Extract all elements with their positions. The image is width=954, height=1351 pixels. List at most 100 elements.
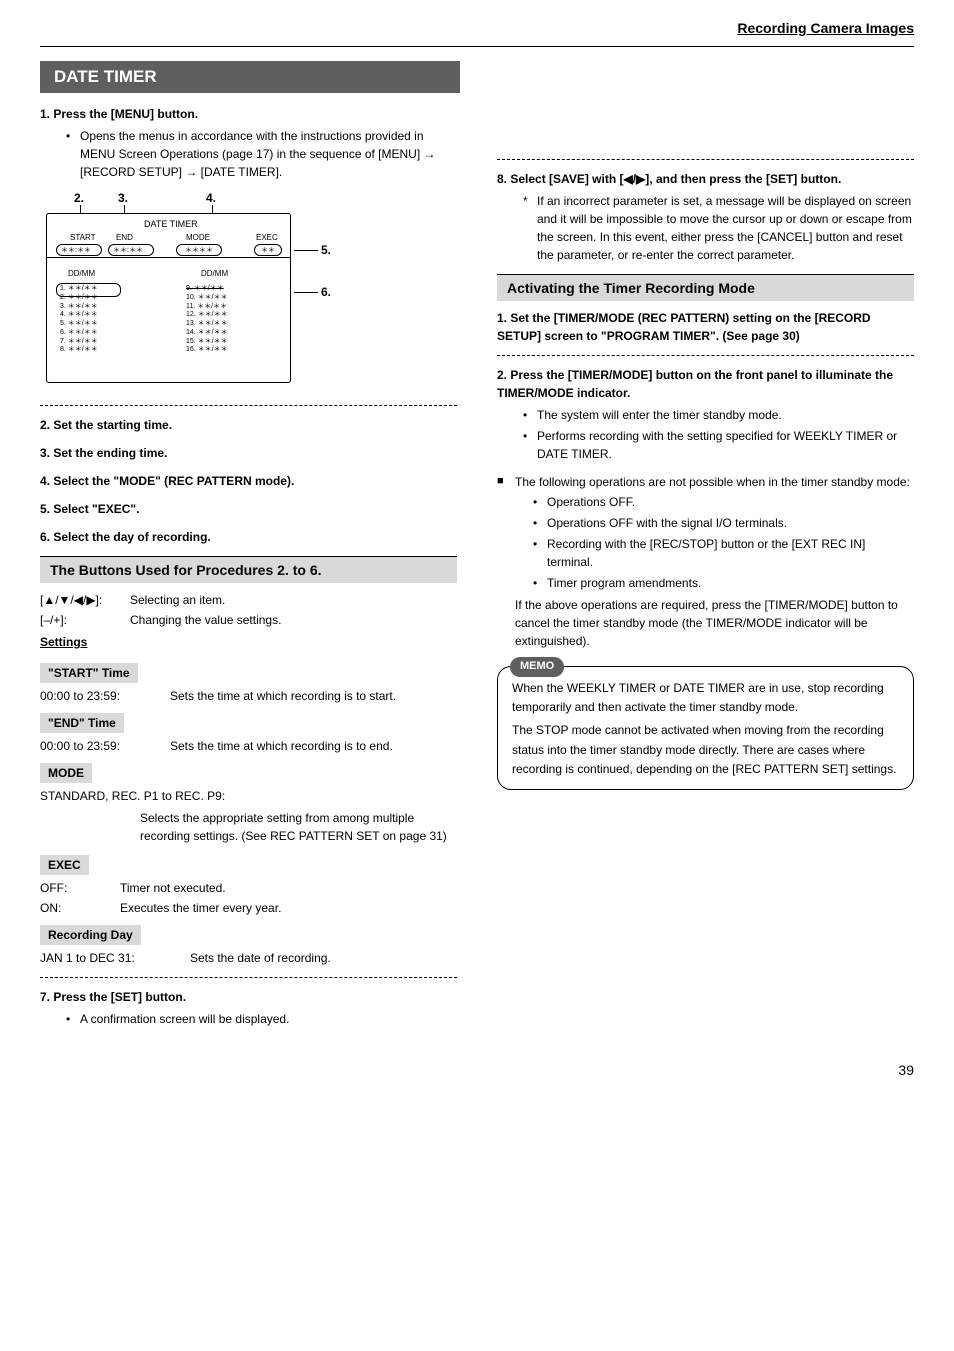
- left-column: 1. Press the [MENU] button. Opens the me…: [40, 105, 457, 1038]
- pill-start: ＊＊:＊＊: [56, 244, 102, 256]
- step-num: 6.: [40, 530, 50, 544]
- row: 9. ＊＊/＊＊: [186, 285, 228, 294]
- start-time-desc: 00:00 to 23:59:Sets the time at which re…: [40, 687, 457, 705]
- step-num: 1.: [497, 311, 507, 325]
- start-time-label: "START" Time: [40, 663, 138, 683]
- row: 8. ＊＊/＊＊: [60, 346, 98, 355]
- step-num: 4.: [40, 474, 50, 488]
- key: ON:: [40, 899, 120, 917]
- standby-restrictions: The following operations are not possibl…: [497, 473, 914, 650]
- activating-heading: Activating the Timer Recording Mode: [497, 274, 914, 301]
- row: 12. ＊＊/＊＊: [186, 311, 228, 320]
- act-step-2: 2. Press the [TIMER/MODE] button on the …: [497, 366, 914, 463]
- arrows-desc: [▲/▼/◀/▶]:Selecting an item.: [40, 591, 457, 609]
- row: 1. ＊＊/＊＊: [60, 285, 98, 294]
- settings-link[interactable]: Settings: [40, 635, 87, 649]
- key: JAN 1 to DEC 31:: [40, 949, 190, 967]
- row: 16. ＊＊/＊＊: [186, 346, 228, 355]
- memo-label: MEMO: [510, 657, 564, 677]
- pill-end: ＊＊:＊＊: [108, 244, 154, 256]
- restrict-bullet: Timer program amendments.: [533, 574, 914, 592]
- step-8-note: If an incorrect parameter is set, a mess…: [523, 192, 914, 264]
- col-end: END: [116, 233, 133, 242]
- row: 5. ＊＊/＊＊: [60, 320, 98, 329]
- step-7: 7. Press the [SET] button. A confirmatio…: [40, 988, 457, 1028]
- row: 11. ＊＊/＊＊: [186, 303, 228, 312]
- right-column: 8. Select [SAVE] with [◀/▶], and then pr…: [497, 105, 914, 1038]
- step-text: Select [SAVE] with [◀/▶], and then press…: [510, 172, 841, 186]
- step-1: 1. Press the [MENU] button. Opens the me…: [40, 105, 457, 181]
- row: 4. ＊＊/＊＊: [60, 311, 98, 320]
- exec-on: ON:Executes the timer every year.: [40, 899, 457, 917]
- callout-2: 2.: [74, 191, 84, 205]
- callout-6: 6.: [321, 285, 331, 299]
- plusminus-desc: [–/+]:Changing the value settings.: [40, 611, 457, 629]
- restrict-bullet: Operations OFF with the signal I/O termi…: [533, 514, 914, 532]
- exec-off: OFF:Timer not executed.: [40, 879, 457, 897]
- row: 7. ＊＊/＊＊: [60, 338, 98, 347]
- step-num: 5.: [40, 502, 50, 516]
- pill-exec: ＊＊: [254, 244, 282, 256]
- step-num: 1.: [40, 107, 50, 121]
- key: [▲/▼/◀/▶]:: [40, 591, 130, 609]
- step-6: 6. Select the day of recording.: [40, 528, 457, 546]
- step-5: 5. Select "EXEC".: [40, 500, 457, 518]
- step-text: Set the ending time.: [53, 446, 167, 460]
- key: 00:00 to 23:59:: [40, 687, 170, 705]
- row: 2. ＊＊/＊＊: [60, 294, 98, 303]
- dashed-rule: [497, 355, 914, 356]
- step-1-bullet: Opens the menus in accordance with the i…: [66, 127, 457, 181]
- step-4: 4. Select the "MODE" (REC PATTERN mode).: [40, 472, 457, 490]
- mode-line2: Selects the appropriate setting from amo…: [140, 809, 457, 845]
- pill-mode: ＊＊＊＊: [176, 244, 222, 256]
- step-text: Select the day of recording.: [53, 530, 210, 544]
- step-text: Press the [MENU] button.: [53, 107, 198, 121]
- step-num: 8.: [497, 172, 507, 186]
- callout-5: 5.: [321, 243, 331, 257]
- rows-right: 9. ＊＊/＊＊ 10. ＊＊/＊＊ 11. ＊＊/＊＊ 12. ＊＊/＊＊ 1…: [186, 285, 228, 355]
- val: Sets the time at which recording is to s…: [170, 687, 396, 705]
- dashed-rule: [497, 159, 914, 160]
- ddmm-left: DD/MM: [68, 269, 95, 278]
- step-text: Press the [TIMER/MODE] button on the fro…: [497, 368, 893, 400]
- dashed-rule: [40, 405, 457, 406]
- step-num: 3.: [40, 446, 50, 460]
- memo-box: MEMO When the WEEKLY TIMER or DATE TIMER…: [497, 666, 914, 790]
- row: 13. ＊＊/＊＊: [186, 320, 228, 329]
- row: 14. ＊＊/＊＊: [186, 329, 228, 338]
- step-text: Press the [SET] button.: [53, 990, 186, 1004]
- exec-label: EXEC: [40, 855, 89, 875]
- recording-day-desc: JAN 1 to DEC 31:Sets the date of recordi…: [40, 949, 457, 967]
- act2-bullet: The system will enter the timer standby …: [523, 406, 914, 424]
- val: Sets the date of recording.: [190, 949, 331, 967]
- end-time-desc: 00:00 to 23:59:Sets the time at which re…: [40, 737, 457, 755]
- restrict-bullet: Operations OFF.: [533, 493, 914, 511]
- recording-day-label: Recording Day: [40, 925, 141, 945]
- callout-line: [294, 250, 318, 251]
- step-7-bullet: A confirmation screen will be displayed.: [66, 1010, 457, 1028]
- step-text: Set the [TIMER/MODE (REC PATTERN) settin…: [497, 311, 871, 343]
- act2-bullet: Performs recording with the setting spec…: [523, 427, 914, 463]
- step-text: Select the "MODE" (REC PATTERN mode).: [53, 474, 294, 488]
- ddmm-right: DD/MM: [201, 269, 228, 278]
- act-step-1: 1. Set the [TIMER/MODE (REC PATTERN) set…: [497, 309, 914, 345]
- end-time-label: "END" Time: [40, 713, 124, 733]
- memo-p2: The STOP mode cannot be activated when m…: [512, 721, 899, 779]
- key: 00:00 to 23:59:: [40, 737, 170, 755]
- val: Timer not executed.: [120, 879, 226, 897]
- row: 15. ＊＊/＊＊: [186, 338, 228, 347]
- callout-4: 4.: [206, 191, 216, 205]
- step-num: 2.: [40, 418, 50, 432]
- callout-line: [294, 292, 318, 293]
- diagram-title: DATE TIMER: [144, 219, 198, 229]
- row: 6. ＊＊/＊＊: [60, 329, 98, 338]
- section-title: DATE TIMER: [40, 61, 460, 93]
- buttons-used-heading: The Buttons Used for Procedures 2. to 6.: [40, 556, 457, 583]
- col-exec: EXEC: [256, 233, 278, 242]
- memo-p1: When the WEEKLY TIMER or DATE TIMER are …: [512, 679, 899, 717]
- key: [–/+]:: [40, 611, 130, 629]
- col-mode: MODE: [186, 233, 210, 242]
- col-start: START: [70, 233, 95, 242]
- row: 10. ＊＊/＊＊: [186, 294, 228, 303]
- val: Sets the time at which recording is to e…: [170, 737, 393, 755]
